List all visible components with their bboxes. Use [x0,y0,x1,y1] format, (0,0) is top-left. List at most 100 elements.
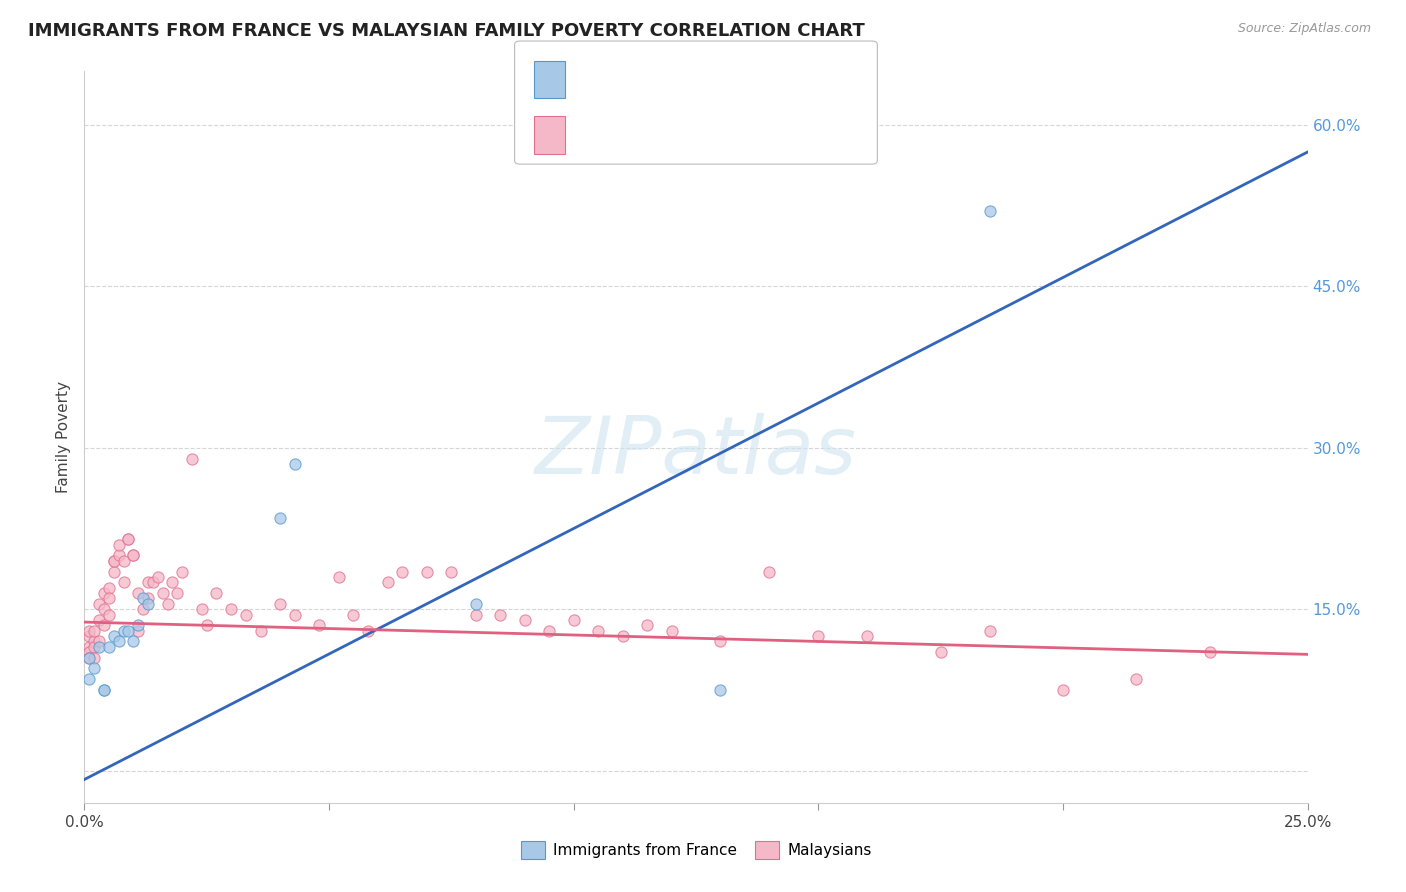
Point [93,602,115,616]
Point [440,565,463,579]
Point [132,591,155,606]
Point [77,650,100,665]
Point [77,650,100,665]
Point [357,624,380,638]
Point [127,624,149,638]
Point [979,204,1001,219]
Point [87,634,110,648]
Point [107,634,129,648]
Point [77,672,100,686]
Point [284,457,307,471]
Point [342,607,364,622]
Point [181,451,204,466]
Legend: Immigrants from France, Malaysians: Immigrants from France, Malaysians [515,835,877,864]
Point [538,624,561,638]
Point [562,613,585,627]
Point [77,629,100,643]
Point [328,570,350,584]
Point [112,554,135,568]
Point [97,607,120,622]
Point [416,565,439,579]
Point [586,624,609,638]
Point [93,586,115,600]
Point [132,602,155,616]
Text: 0.864: 0.864 [619,70,671,88]
Point [464,597,486,611]
Point [513,613,536,627]
Point [661,624,683,638]
Point [1052,682,1074,697]
Text: R =: R = [579,126,616,144]
Point [117,533,139,547]
Point [87,597,110,611]
Text: IMMIGRANTS FROM FRANCE VS MALAYSIAN FAMILY POVERTY CORRELATION CHART: IMMIGRANTS FROM FRANCE VS MALAYSIAN FAMI… [28,22,865,40]
Point [103,565,125,579]
Point [235,607,257,622]
Point [112,575,135,590]
Point [612,629,634,643]
Point [156,597,179,611]
Point [636,618,658,632]
Point [142,575,165,590]
Point [758,565,780,579]
Text: -0.116: -0.116 [619,126,678,144]
Point [979,624,1001,638]
Point [191,602,214,616]
Point [103,554,125,568]
Point [195,618,218,632]
Y-axis label: Family Poverty: Family Poverty [56,381,72,493]
Point [117,533,139,547]
Text: N =: N = [703,70,751,88]
Point [97,591,120,606]
Point [136,591,159,606]
Point [83,640,105,654]
Point [103,554,125,568]
Point [83,624,105,638]
Point [146,570,169,584]
Point [807,629,830,643]
Point [122,549,145,563]
Point [1198,645,1220,659]
Text: R =: R = [579,70,616,88]
Point [377,575,399,590]
Text: 76: 76 [745,126,768,144]
Point [205,586,228,600]
Point [127,586,149,600]
Point [269,510,291,524]
Text: N =: N = [703,126,751,144]
Point [103,629,125,643]
Point [112,624,135,638]
Point [127,618,149,632]
Point [136,597,159,611]
Point [107,538,129,552]
Point [93,682,115,697]
Point [83,661,105,675]
Point [107,549,129,563]
Point [162,575,184,590]
Point [87,613,110,627]
Point [166,586,188,600]
Point [83,634,105,648]
Point [152,586,174,600]
Point [117,624,139,638]
Point [856,629,879,643]
Point [172,565,194,579]
Point [122,549,145,563]
Point [709,634,731,648]
Point [87,640,110,654]
Point [489,607,512,622]
Text: Source: ZipAtlas.com: Source: ZipAtlas.com [1237,22,1371,36]
Point [284,607,307,622]
Point [269,597,291,611]
Point [136,575,159,590]
Point [77,640,100,654]
Point [929,645,952,659]
Text: 20: 20 [745,70,768,88]
Point [77,645,100,659]
Point [709,682,731,697]
Point [391,565,413,579]
Point [249,624,271,638]
Point [93,618,115,632]
Point [93,682,115,697]
Point [464,607,486,622]
